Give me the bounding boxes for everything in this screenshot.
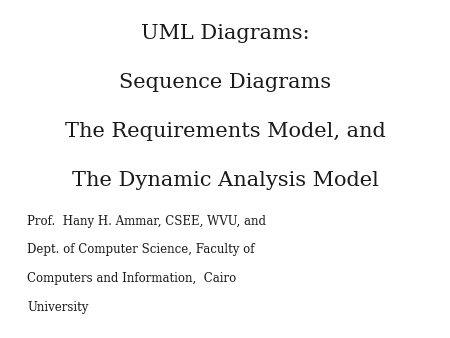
Text: Dept. of Computer Science, Faculty of: Dept. of Computer Science, Faculty of [27, 243, 255, 256]
Text: Prof.  Hany H. Ammar, CSEE, WVU, and: Prof. Hany H. Ammar, CSEE, WVU, and [27, 215, 266, 227]
Text: The Requirements Model, and: The Requirements Model, and [65, 122, 385, 141]
Text: Sequence Diagrams: Sequence Diagrams [119, 73, 331, 92]
Text: UML Diagrams:: UML Diagrams: [141, 24, 309, 43]
Text: Computers and Information,  Cairo: Computers and Information, Cairo [27, 272, 236, 285]
Text: University: University [27, 301, 88, 314]
Text: The Dynamic Analysis Model: The Dynamic Analysis Model [72, 171, 378, 190]
